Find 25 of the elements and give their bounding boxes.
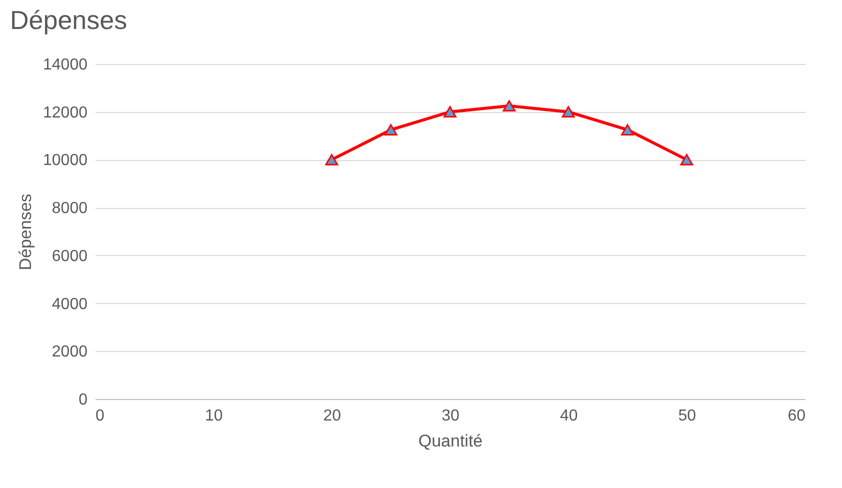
x-axis-title: Quantité [418,432,483,450]
y-tick-label: 12000 [43,104,88,122]
point [680,154,694,166]
x-tick-label: 0 [96,408,104,424]
y-tick-label: 2000 [52,344,88,361]
y-tick-label: 6000 [52,248,88,265]
x-tick-label: 40 [560,408,578,424]
point [325,154,338,166]
x-tick-label: 20 [323,408,342,424]
y-tick-label: 0 [78,392,88,408]
x-tick-label: 10 [204,408,223,424]
point [502,100,516,112]
point [384,124,398,136]
x-tick-label: 60 [788,408,806,424]
y-tick-label: 4000 [52,296,88,313]
point [562,106,575,118]
point [444,106,456,118]
y-tick-label: 8000 [52,200,88,218]
point [621,124,634,136]
x-tick-label: 30 [442,408,460,424]
x-tick-label: 50 [678,408,696,424]
y-tick-label: 10000 [43,152,88,170]
y-axis-title: Dépenses [16,194,36,270]
chart-title: Dépenses [10,5,128,35]
y-tick-label: 14000 [43,56,88,74]
